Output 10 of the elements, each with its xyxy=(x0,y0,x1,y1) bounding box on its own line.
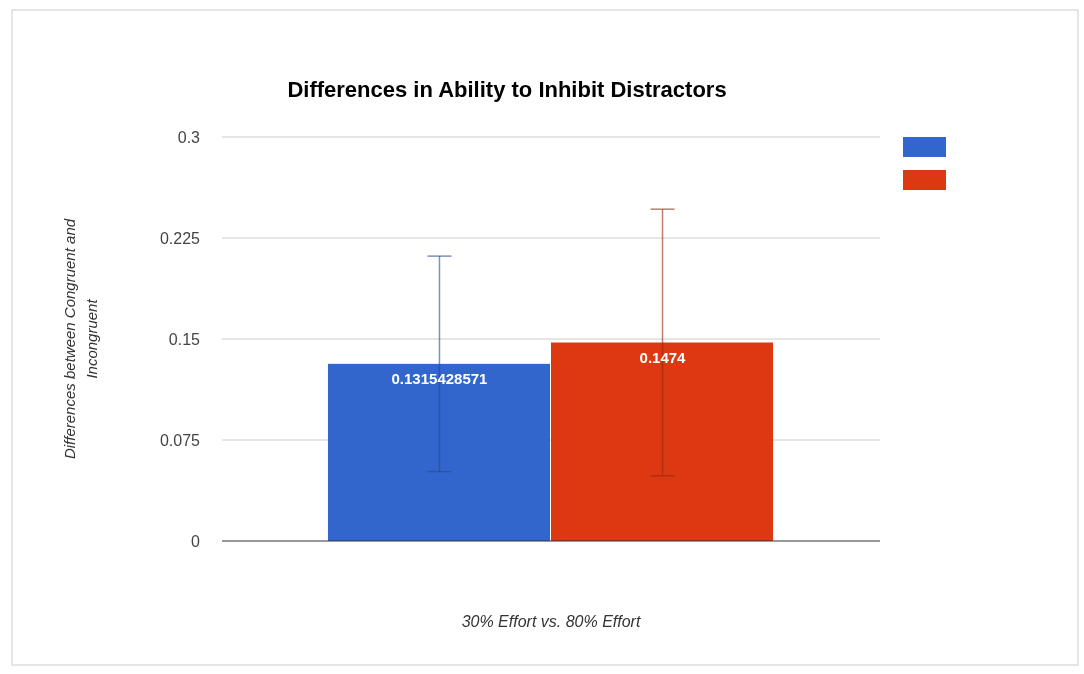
data-label: 0.1474 xyxy=(639,348,687,366)
chart-title: Differences in Ability to Inhibit Distractors xyxy=(287,77,727,102)
y-tick-label: 0.225 xyxy=(159,230,201,247)
y-tick-label: 0.075 xyxy=(159,432,201,449)
y-tick-label: 0.3 xyxy=(177,129,201,146)
x-axis-title: 30% Effort vs. 80% Effort xyxy=(461,613,641,630)
y-tick-label: 0.15 xyxy=(168,331,201,348)
data-label: 0.1315428571 xyxy=(391,369,488,387)
y-axis-title: Differences between Congruent and Incongruent xyxy=(61,218,100,460)
y-tick-label: 0 xyxy=(191,533,201,550)
